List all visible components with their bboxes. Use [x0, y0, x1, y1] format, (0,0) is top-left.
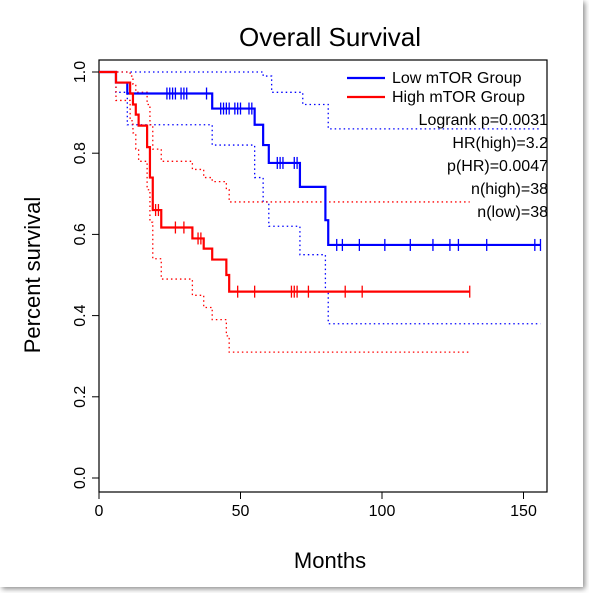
high-ci-upper: [99, 71, 470, 203]
chart-title: Overall Survival: [239, 22, 421, 52]
x-axis: 0 50 100 150: [95, 491, 537, 520]
y-tick-label: 0.8: [72, 142, 89, 164]
confidence-bands: [99, 71, 541, 353]
x-tick-label: 50: [232, 503, 250, 520]
y-axis-title: Percent survival: [20, 197, 45, 354]
low-ci-upper: [99, 71, 541, 130]
high-survival-curve: [99, 70, 470, 293]
x-tick-label: 0: [95, 503, 104, 520]
stat-annotation: p(HR)=0.0047: [447, 158, 548, 175]
y-tick-label: 1.0: [72, 61, 89, 83]
stat-annotation: Logrank p=0.0031: [419, 112, 549, 129]
y-tick-label: 0.0: [72, 467, 89, 489]
y-tick-label: 0.4: [72, 304, 89, 326]
censor-marks: [154, 87, 542, 298]
stat-annotation: HR(high)=3.2: [452, 135, 548, 152]
x-tick-label: 150: [510, 503, 537, 520]
chart-frame: Overall Survival 0 50 100 150 0.0 0.2 0.4 0.6 0…: [20, 22, 549, 573]
legend: Low mTOR Group High mTOR Group: [347, 70, 525, 106]
y-tick-label: 0.2: [72, 386, 89, 408]
high-ci-lower: [99, 71, 470, 353]
y-tick-label: 0.6: [72, 223, 89, 245]
low-survival-curve: [99, 70, 541, 247]
survival-curves: [99, 70, 541, 293]
stats-annotations: Logrank p=0.0031 HR(high)=3.2 p(HR)=0.0047…: [419, 112, 549, 221]
stat-annotation: n(low)=38: [477, 204, 548, 221]
survival-chart: Overall Survival 0 50 100 150 0.00.20.40.60…: [20, 22, 549, 573]
low-ci-lower: [99, 71, 541, 325]
x-axis-title: Months: [294, 548, 366, 573]
high-legend-label: High mTOR Group: [392, 89, 525, 106]
x-tick-label: 100: [369, 503, 396, 520]
y-axis: 0.0 0.2 0.4 0.6 0.8 1.0: [72, 61, 99, 489]
low-legend-label: Low mTOR Group: [392, 70, 522, 87]
stat-annotation: n(high)=38: [471, 181, 548, 198]
